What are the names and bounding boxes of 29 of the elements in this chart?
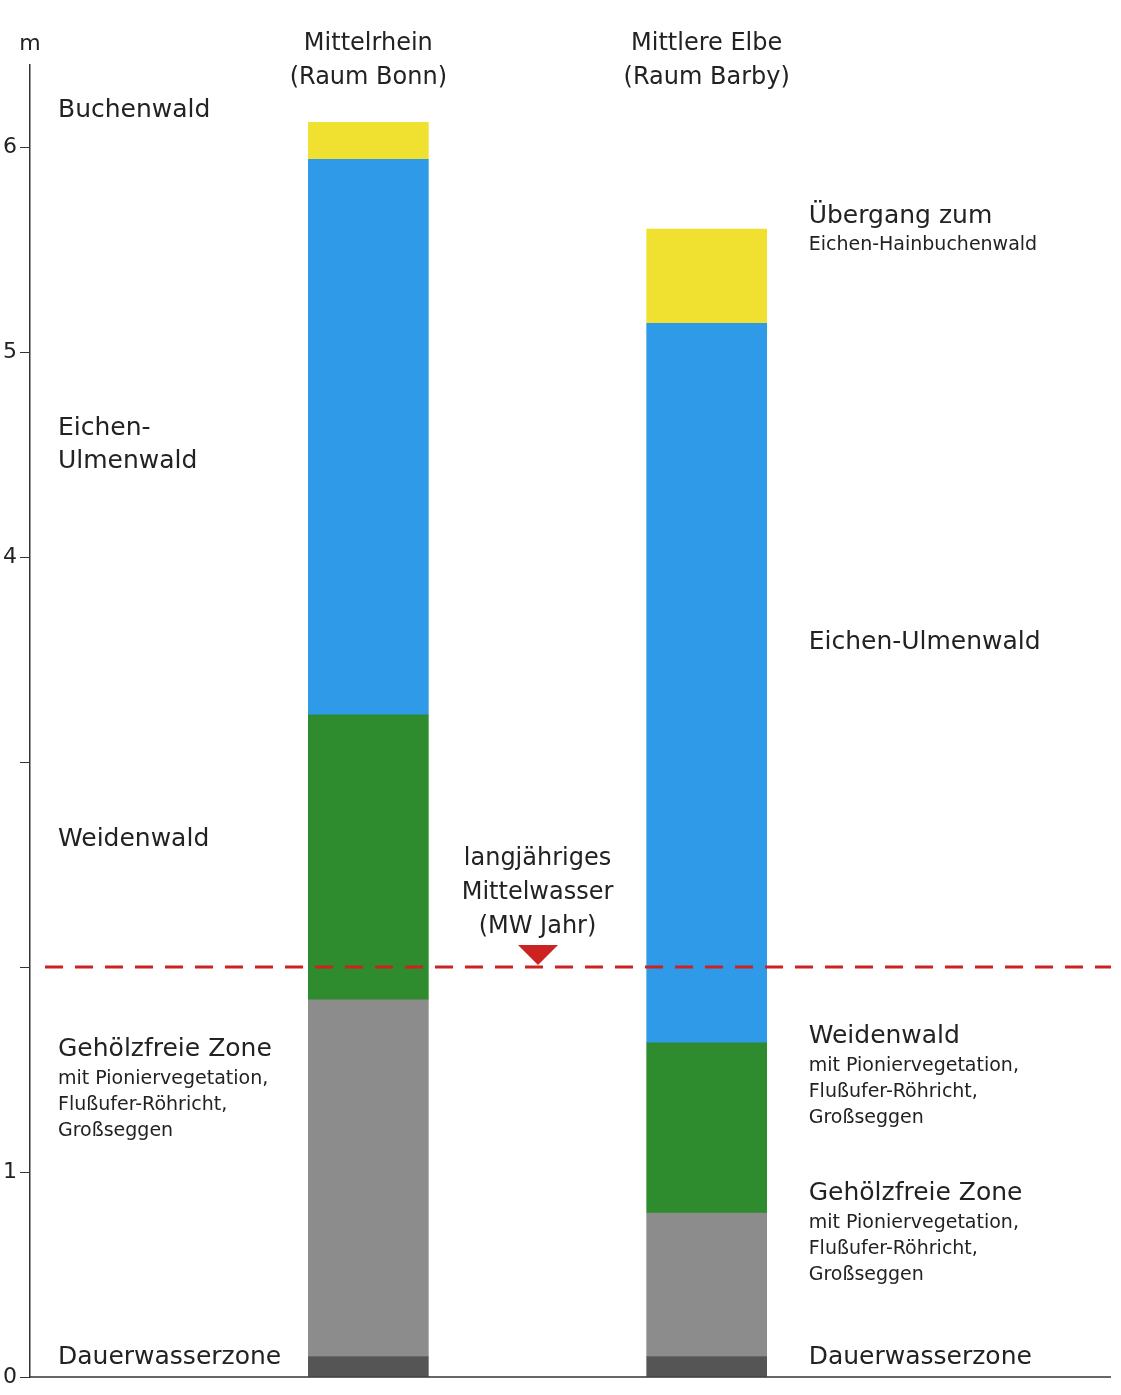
bar xyxy=(308,1356,429,1377)
bar xyxy=(646,1212,768,1357)
annotation: Gehölzfreie Zone mit Pioniervegetation, Flußufer-Röhricht, Großseggen xyxy=(58,1032,272,1140)
annotation: Buchenwald xyxy=(58,94,211,124)
y-tick-label: 4 xyxy=(3,542,17,568)
bar xyxy=(646,1356,768,1377)
x-tick-label: Mittelrhein (Raum Bonn) xyxy=(289,28,448,91)
bar xyxy=(308,122,429,160)
bar xyxy=(646,228,768,324)
bar xyxy=(646,1042,768,1214)
x-tick-label: Mittlere Elbe (Raum Barby) xyxy=(623,28,790,91)
ref-line-label: langjähriges Mittelwasser (MW Jahr) xyxy=(461,843,614,940)
bar xyxy=(646,322,768,1044)
bar xyxy=(308,999,429,1357)
annotation: Weidenwald mit Pioniervegetation, Flußufer-Röhricht, Großseggen xyxy=(808,1019,1019,1127)
annotation: Übergang zum Eichen-Hainbuchenwald xyxy=(808,199,1038,255)
annotation: Dauerwasserzone xyxy=(808,1340,1032,1370)
annotation: Gehölzfreie Zone mit Pioniervegetation, Flußufer-Röhricht, Großseggen xyxy=(808,1177,1023,1285)
annotation: Dauerwasserzone xyxy=(58,1340,282,1370)
y-axis-title: m xyxy=(19,29,41,55)
y-tick-label: 5 xyxy=(3,337,17,363)
annotation: Weidenwald xyxy=(58,822,210,852)
annotation: Eichen- Ulmenwald xyxy=(58,412,198,475)
y-tick-label: 0 xyxy=(3,1362,17,1388)
bar xyxy=(308,714,429,1001)
y-tick-label: 6 xyxy=(3,132,17,158)
annotation: Eichen-Ulmenwald xyxy=(808,625,1041,655)
y-tick-label: 1 xyxy=(3,1157,17,1183)
bar xyxy=(308,158,429,716)
